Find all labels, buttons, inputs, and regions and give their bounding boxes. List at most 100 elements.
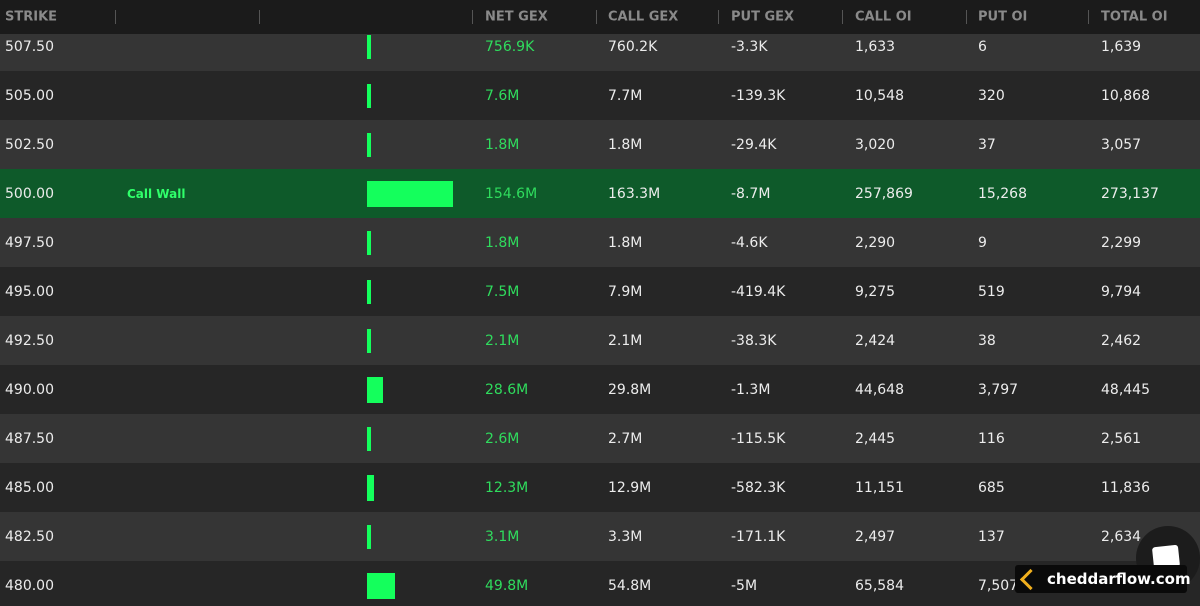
table-cell: 2,634 bbox=[1101, 529, 1142, 545]
table-cell: -8.7M bbox=[731, 186, 771, 202]
table-cell: 495.00 bbox=[5, 284, 54, 300]
table-row: 500.00 154.6M 163.3M -8.7M 257,869 15,268 273,… bbox=[0, 169, 1200, 218]
net-gex-bar bbox=[367, 329, 371, 353]
net-gex-bar bbox=[367, 573, 395, 599]
table-cell: 507.50 bbox=[5, 39, 54, 55]
table-row: 505.00 7.6M 7.7M -139.3K 10,548 320 10,868 bbox=[0, 71, 1200, 120]
table-cell: 48,445 bbox=[1101, 382, 1150, 398]
table-cell: 2,299 bbox=[1101, 235, 1142, 251]
table-cell: 1.8M bbox=[485, 137, 520, 153]
table-cell: 485.00 bbox=[5, 480, 54, 496]
column-separator bbox=[842, 10, 843, 24]
column-header: NET GEX bbox=[485, 9, 548, 25]
table-cell: 9 bbox=[978, 235, 987, 251]
table-cell: -3.3K bbox=[731, 39, 768, 55]
table-cell: 37 bbox=[978, 137, 996, 153]
watermark: cheddarflow.com bbox=[1015, 565, 1191, 593]
column-separator bbox=[472, 10, 473, 24]
column-separator bbox=[1088, 10, 1089, 24]
table-cell: 11,151 bbox=[855, 480, 904, 496]
table-cell: 3.1M bbox=[485, 529, 520, 545]
column-header: TOTAL OI bbox=[1101, 9, 1168, 25]
table-cell: 3,797 bbox=[978, 382, 1019, 398]
table-cell: -582.3K bbox=[731, 480, 786, 496]
table-cell: 2,445 bbox=[855, 431, 896, 447]
row-label: Call Wall bbox=[127, 187, 186, 201]
table-cell: 2,290 bbox=[855, 235, 896, 251]
table-row: 492.50 2.1M 2.1M -38.3K 2,424 38 2,462 bbox=[0, 316, 1200, 365]
column-header: PUT GEX bbox=[731, 9, 795, 25]
table-cell: 1.8M bbox=[608, 235, 643, 251]
table-cell: 38 bbox=[978, 333, 996, 349]
table-cell: 29.8M bbox=[608, 382, 652, 398]
table-cell: 1.8M bbox=[608, 137, 643, 153]
table-cell: 12.9M bbox=[608, 480, 652, 496]
net-gex-bar bbox=[367, 181, 453, 207]
table-cell: -1.3M bbox=[731, 382, 771, 398]
table-cell: 480.00 bbox=[5, 578, 54, 594]
table-cell: 163.3M bbox=[608, 186, 661, 202]
column-header: CALL OI bbox=[855, 9, 912, 25]
table-cell: 2,424 bbox=[855, 333, 896, 349]
table-cell: 28.6M bbox=[485, 382, 529, 398]
table-row: 482.50 3.1M 3.3M -171.1K 2,497 137 2,634 bbox=[0, 512, 1200, 561]
column-header: STRIKE bbox=[5, 9, 58, 25]
table-row: 502.50 1.8M 1.8M -29.4K 3,020 37 3,057 bbox=[0, 120, 1200, 169]
table-cell: 2,462 bbox=[1101, 333, 1142, 349]
table-header: STRIKE NET GEX CALL GEX PUT GEX CALL OI PUT O… bbox=[0, 0, 1200, 34]
table-cell: 154.6M bbox=[485, 186, 538, 202]
column-separator bbox=[115, 10, 116, 24]
table-cell: 137 bbox=[978, 529, 1005, 545]
logo bbox=[1019, 568, 1042, 591]
table-cell: 9,275 bbox=[855, 284, 896, 300]
table-cell: 2,561 bbox=[1101, 431, 1142, 447]
table-cell: 7.7M bbox=[608, 88, 643, 104]
net-gex-bar bbox=[367, 475, 374, 501]
table-cell: -5M bbox=[731, 578, 758, 594]
table-cell: 2.1M bbox=[485, 333, 520, 349]
table-cell: 492.50 bbox=[5, 333, 54, 349]
table-cell: 519 bbox=[978, 284, 1005, 300]
table-cell: 3,020 bbox=[855, 137, 896, 153]
table-cell: 685 bbox=[978, 480, 1005, 496]
table-cell: 10,868 bbox=[1101, 88, 1150, 104]
table-cell: 257,869 bbox=[855, 186, 913, 202]
table-cell: 7.5M bbox=[485, 284, 520, 300]
net-gex-bar bbox=[367, 231, 371, 255]
watermark-text: cheddarflow.com bbox=[1047, 570, 1191, 588]
table-cell: 9,794 bbox=[1101, 284, 1142, 300]
column-header: CALL GEX bbox=[608, 9, 679, 25]
table-cell: -139.3K bbox=[731, 88, 786, 104]
table-cell: 487.50 bbox=[5, 431, 54, 447]
net-gex-bar bbox=[367, 427, 371, 451]
table-cell: 6 bbox=[978, 39, 987, 55]
table-cell: -171.1K bbox=[731, 529, 786, 545]
table-cell: 490.00 bbox=[5, 382, 54, 398]
table-cell: 505.00 bbox=[5, 88, 54, 104]
table-cell: -38.3K bbox=[731, 333, 777, 349]
table-cell: 65,584 bbox=[855, 578, 904, 594]
table-cell: 760.2K bbox=[608, 39, 658, 55]
table-cell: 2.7M bbox=[608, 431, 643, 447]
table-cell: 3.3M bbox=[608, 529, 643, 545]
column-separator bbox=[596, 10, 597, 24]
net-gex-bar bbox=[367, 525, 371, 549]
table-cell: 500.00 bbox=[5, 186, 54, 202]
table-cell: 7.9M bbox=[608, 284, 643, 300]
table-cell: -29.4K bbox=[731, 137, 777, 153]
table-row: 490.00 28.6M 29.8M -1.3M 44,648 3,797 48,445 bbox=[0, 365, 1200, 414]
table-cell: 2.1M bbox=[608, 333, 643, 349]
net-gex-bar bbox=[367, 84, 372, 108]
table-row: 495.00 7.5M 7.9M -419.4K 9,275 519 9,794 bbox=[0, 267, 1200, 316]
table-row: 497.50 1.8M 1.8M -4.6K 2,290 9 2,299 bbox=[0, 218, 1200, 267]
table-cell: 320 bbox=[978, 88, 1005, 104]
table-cell: 1,639 bbox=[1101, 39, 1142, 55]
table-cell: 1,633 bbox=[855, 39, 896, 55]
table-cell: 116 bbox=[978, 431, 1005, 447]
table-cell: 15,268 bbox=[978, 186, 1027, 202]
table-cell: 11,836 bbox=[1101, 480, 1150, 496]
table-cell: 756.9K bbox=[485, 39, 535, 55]
net-gex-bar bbox=[367, 133, 371, 157]
